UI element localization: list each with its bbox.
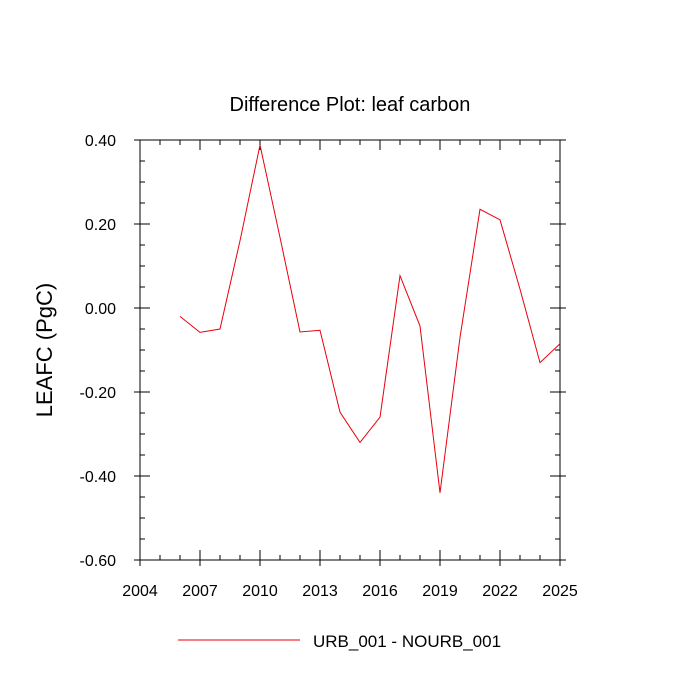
series-layer [179,144,561,493]
x-tick-label: 2022 [482,583,518,600]
x-tick-label: 2007 [182,583,218,600]
y-tick-label: 0.20 [85,217,116,234]
y-axis-label: LEAFC (PgC) [32,283,57,417]
x-tick-label: 2010 [242,583,278,600]
series-line [179,144,561,493]
x-tick-label: 2016 [362,583,398,600]
y-tick-label: 0.40 [85,133,116,150]
axis-tick-labels: 2004 2007 2010 2013 2016 2019 2022 2025 -0.60 -0.… [80,133,578,600]
legend: URB_001 - NOURB_001 [178,632,501,651]
y-tick-label: -0.40 [80,469,117,486]
axis-ticks [134,139,566,566]
x-tick-label: 2025 [542,583,578,600]
x-tick-label: 2004 [122,583,158,600]
chart-title: Difference Plot: leaf carbon [230,94,471,116]
y-tick-label: 0.00 [85,301,116,318]
x-tick-label: 2019 [422,583,458,600]
x-tick-label: 2013 [302,583,338,600]
legend-label-urb-minus-nourb: URB_001 - NOURB_001 [313,632,501,651]
y-tick-label: -0.20 [80,385,117,402]
plot-frame [139,139,561,561]
y-tick-label: -0.60 [80,553,117,570]
